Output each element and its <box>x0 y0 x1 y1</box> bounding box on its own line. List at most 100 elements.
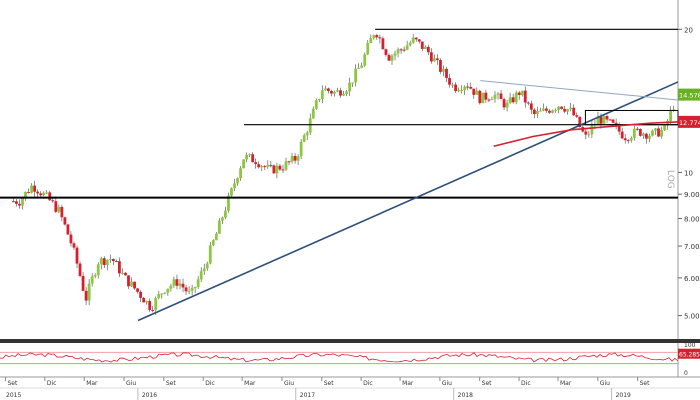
candle <box>217 217 221 234</box>
candle-down <box>326 88 330 91</box>
candle <box>326 87 330 94</box>
candle-down <box>614 122 618 126</box>
candle <box>12 198 15 203</box>
candle-down <box>454 84 458 92</box>
ma-value-badge <box>678 115 700 128</box>
candle <box>348 77 352 96</box>
candle-up <box>290 155 294 162</box>
rsi-tick-label: 100 <box>684 342 696 349</box>
candle-down <box>563 108 567 112</box>
candle-down <box>269 165 273 167</box>
candle-down <box>111 258 115 262</box>
candle-up <box>227 195 230 211</box>
candle <box>460 85 464 94</box>
candle-down <box>15 201 18 204</box>
candle <box>333 90 336 97</box>
candle-up <box>408 42 412 46</box>
candle <box>142 297 146 303</box>
candle <box>248 153 252 157</box>
candle-up <box>463 86 467 91</box>
candle <box>469 82 473 90</box>
candle <box>569 102 573 112</box>
candle <box>493 91 497 103</box>
candle-down <box>560 106 564 109</box>
x-tick-label: Giu <box>442 380 452 387</box>
candle <box>145 300 149 305</box>
candle-up <box>96 264 100 275</box>
candle-up <box>217 220 221 234</box>
candle <box>660 126 663 139</box>
candle <box>230 187 233 198</box>
candle <box>151 306 155 313</box>
candle-up <box>433 58 436 62</box>
candle <box>118 257 121 278</box>
candle-down <box>48 192 52 201</box>
candle <box>72 241 76 250</box>
candle-up <box>569 107 573 110</box>
candle-up <box>535 111 539 115</box>
candle-down <box>399 49 403 51</box>
y-tick-label: 10 <box>684 169 693 177</box>
candle-up <box>663 125 666 131</box>
candle <box>587 130 591 138</box>
candle-up <box>317 98 321 101</box>
candle <box>290 152 294 164</box>
candle-down <box>36 191 40 194</box>
candle <box>542 103 545 112</box>
candle-down <box>608 119 612 121</box>
candle-down <box>623 138 627 141</box>
candle-up <box>169 285 173 289</box>
candle-down <box>27 191 30 193</box>
candle-up <box>157 293 161 299</box>
candle <box>163 292 167 295</box>
candle <box>236 177 239 186</box>
candle-down <box>387 54 391 61</box>
candle-down <box>420 41 424 49</box>
candle <box>293 153 297 164</box>
candle <box>651 129 654 137</box>
candle <box>411 34 415 44</box>
candle <box>554 108 557 113</box>
candle-down <box>466 86 470 88</box>
candle-up <box>587 134 591 136</box>
candle <box>448 73 451 88</box>
candle-up <box>45 192 49 194</box>
candle <box>102 256 106 269</box>
candle-up <box>442 68 445 72</box>
candle-up <box>187 290 191 292</box>
candle-up <box>193 287 197 289</box>
x-tick-label: Mar <box>402 380 414 387</box>
candle <box>384 48 388 57</box>
x-tick-label: Dic <box>205 380 215 387</box>
candle-up <box>629 137 633 141</box>
candle-up <box>345 91 348 94</box>
candle <box>242 159 245 169</box>
candle-up <box>208 245 212 264</box>
candle <box>193 286 197 294</box>
candle-down <box>436 58 439 60</box>
candle-down <box>414 37 418 40</box>
candle <box>442 65 445 77</box>
candle-up <box>457 90 461 92</box>
candle-down <box>384 49 388 55</box>
candle <box>302 133 306 143</box>
candle-down <box>572 107 576 116</box>
candle-up <box>199 271 203 280</box>
rsi-line <box>0 352 679 363</box>
candle-up <box>205 263 209 269</box>
candle-down <box>12 201 15 203</box>
candle-up <box>451 84 454 86</box>
candle <box>60 204 64 222</box>
candle <box>287 160 291 166</box>
candle-up <box>514 92 518 103</box>
candle <box>478 89 482 105</box>
candle-up <box>87 283 91 301</box>
candle-down <box>638 128 642 136</box>
trendline <box>137 81 679 322</box>
current-price-label: 14.578 <box>679 92 700 100</box>
candle <box>199 267 203 283</box>
candle-up <box>405 45 409 50</box>
candle <box>511 93 515 104</box>
candle <box>375 33 379 40</box>
